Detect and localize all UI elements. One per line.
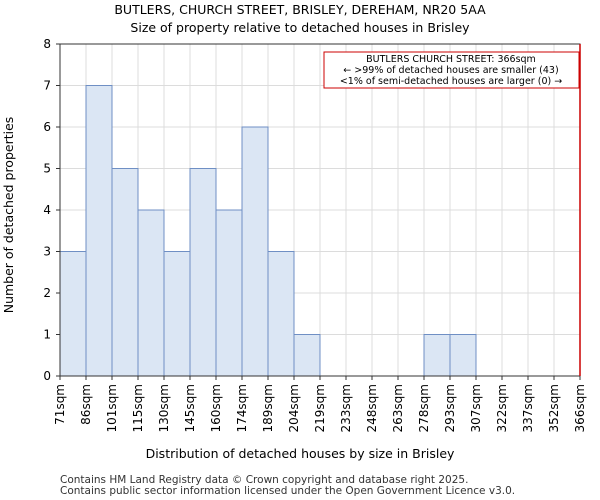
bar (449, 334, 477, 377)
y-tick-label: 8 (43, 37, 51, 51)
bar (267, 251, 295, 377)
x-tick-label: 263sqm (391, 384, 405, 432)
bar (293, 334, 321, 377)
bars (59, 85, 477, 377)
x-axis-ticks: 71sqm 86sqm 101sqm 115sqm 130sqm 145sqm 160sqm… (53, 376, 587, 432)
y-tick-label: 4 (43, 203, 51, 217)
bar (423, 334, 451, 377)
bar (215, 209, 243, 377)
bar (59, 251, 87, 377)
y-tick-label: 6 (43, 120, 51, 134)
x-tick-label: 204sqm (287, 384, 301, 432)
x-tick-label: 248sqm (365, 384, 379, 432)
chart-title: BUTLERS, CHURCH STREET, BRISLEY, DEREHAM… (114, 2, 486, 17)
x-tick-label: 352sqm (547, 384, 561, 432)
y-tick-label: 3 (43, 245, 51, 259)
y-tick-label: 5 (43, 162, 51, 176)
x-tick-label: 307sqm (469, 384, 483, 432)
x-tick-label: 145sqm (183, 384, 197, 432)
x-tick-label: 219sqm (313, 384, 327, 432)
y-axis-label: Number of detached properties (1, 117, 16, 314)
x-tick-label: 174sqm (235, 384, 249, 432)
annotation-frame (323, 51, 580, 89)
x-tick-label: 189sqm (261, 384, 275, 432)
chart-subtitle: Size of property relative to detached ho… (130, 20, 470, 35)
x-axis-label: Distribution of detached houses by size … (146, 446, 455, 461)
x-tick-label: 71sqm (53, 384, 67, 425)
x-tick-label: 293sqm (443, 384, 457, 432)
x-tick-label: 86sqm (79, 384, 93, 425)
x-tick-label: 322sqm (495, 384, 509, 432)
annotation-line-1: BUTLERS CHURCH STREET: 366sqm (366, 54, 536, 65)
x-tick-label: 130sqm (157, 384, 171, 432)
y-tick-label: 7 (43, 79, 51, 93)
x-tick-label: 160sqm (209, 384, 223, 432)
annotation-line-2: ← >99% of detached houses are smaller (4… (343, 65, 558, 76)
bar (85, 85, 113, 377)
annotation-box: BUTLERS CHURCH STREET: 366sqm ← >99% of … (323, 51, 580, 89)
y-tick-label: 0 (43, 369, 51, 383)
footer-line-2: Contains public sector information licen… (60, 485, 515, 497)
bar (111, 168, 139, 377)
x-tick-label: 101sqm (105, 384, 119, 432)
x-tick-label: 366sqm (573, 384, 587, 432)
y-tick-label: 1 (43, 328, 51, 342)
footer-line-1: Contains HM Land Registry data © Crown c… (60, 474, 468, 486)
x-tick-label: 233sqm (339, 384, 353, 432)
y-tick-label: 2 (43, 286, 51, 300)
bar (241, 126, 269, 377)
bar (137, 209, 165, 377)
y-axis-ticks: 0 1 2 3 4 5 6 7 8 (43, 37, 60, 383)
x-tick-label: 337sqm (521, 384, 535, 432)
bar (163, 251, 191, 377)
annotation-line-3: <1% of semi-detached houses are larger (… (340, 76, 562, 87)
x-tick-label: 115sqm (131, 384, 145, 432)
bar (189, 168, 217, 377)
x-tick-label: 278sqm (417, 384, 431, 432)
